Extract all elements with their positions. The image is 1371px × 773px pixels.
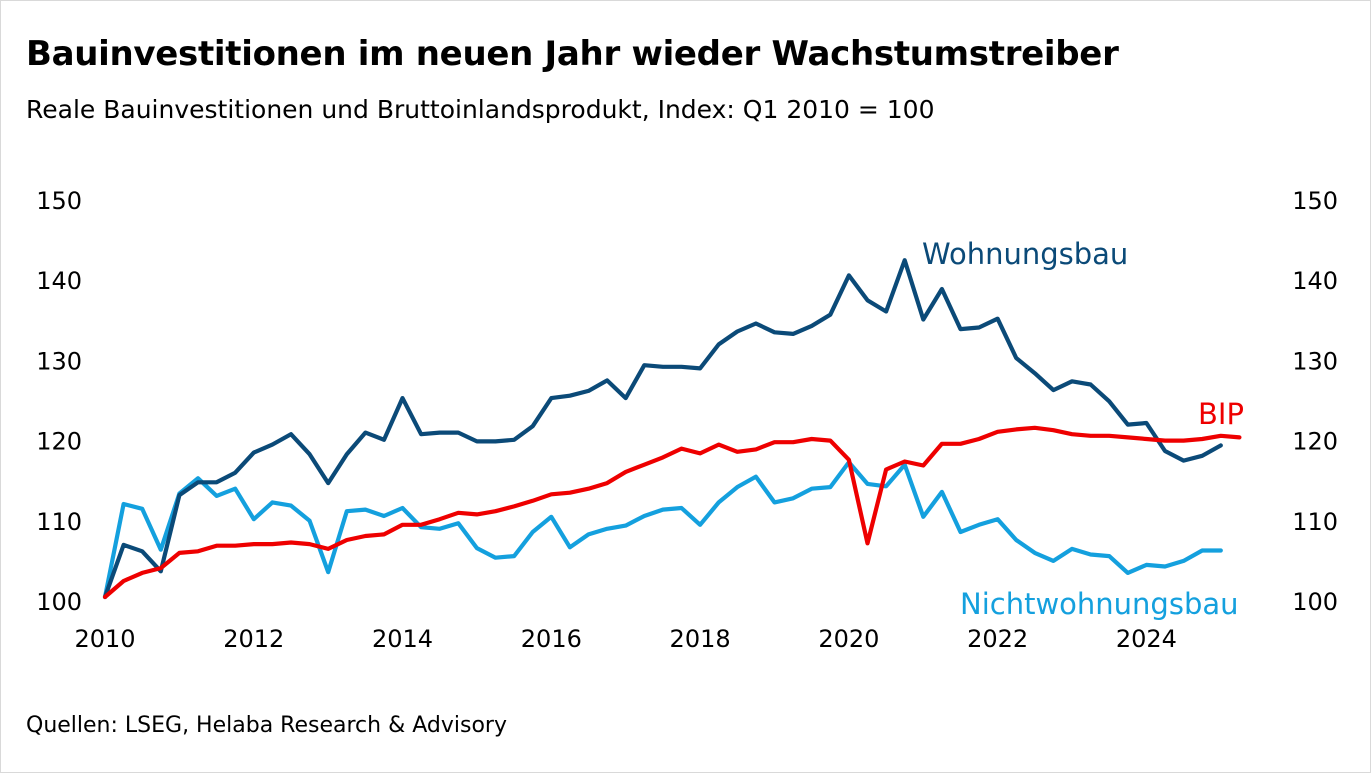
- x-tick-label: 2016: [521, 625, 582, 653]
- y-tick-label-right: 120: [1292, 428, 1338, 456]
- x-tick-label: 2010: [74, 625, 135, 653]
- y-axis-right: 100 110 120 130 140 150: [1292, 187, 1338, 616]
- y-tick-label-left: 120: [36, 428, 82, 456]
- x-tick-label: 2020: [818, 625, 879, 653]
- y-tick-label-right: 130: [1292, 347, 1338, 375]
- y-tick-label-right: 140: [1292, 267, 1338, 295]
- x-tick-label: 2012: [223, 625, 284, 653]
- series-line-wohnungsbau: [102, 258, 1223, 600]
- y-tick-label-right: 100: [1292, 588, 1338, 616]
- y-tick-label-right: 110: [1292, 508, 1338, 536]
- y-tick-label-left: 110: [36, 508, 82, 536]
- series-label-bip: BIP: [1198, 397, 1244, 431]
- series-line-nichtwohnungsbau: [102, 460, 1223, 600]
- y-tick-label-left: 100: [36, 588, 82, 616]
- x-tick-label: 2018: [670, 625, 731, 653]
- chart-title: Bauinvestitionen im neuen Jahr wieder Wa…: [26, 34, 1119, 74]
- x-tick-label: 2024: [1116, 625, 1177, 653]
- series-label-wohnungsbau: Wohnungsbau: [922, 237, 1128, 271]
- y-tick-label-right: 150: [1292, 187, 1338, 215]
- y-tick-label-left: 130: [36, 347, 82, 375]
- chart-subtitle: Reale Bauinvestitionen und Bruttoinlands…: [26, 95, 935, 124]
- x-axis: 2010 2012 2014 2016 2018 2020 2022 2024: [74, 625, 1176, 653]
- series-lines: [102, 258, 1242, 600]
- series-line-bip: [102, 425, 1242, 600]
- x-tick-label: 2022: [967, 625, 1028, 653]
- y-tick-label-left: 140: [36, 267, 82, 295]
- y-tick-label-left: 150: [36, 187, 82, 215]
- y-axis-left: 100 110 120 130 140 150: [36, 187, 82, 616]
- x-tick-label: 2014: [372, 625, 433, 653]
- series-label-nichtwohnungsbau: Nichtwohnungsbau: [960, 587, 1239, 621]
- source-note: Quellen: LSEG, Helaba Research & Advisor…: [26, 713, 507, 738]
